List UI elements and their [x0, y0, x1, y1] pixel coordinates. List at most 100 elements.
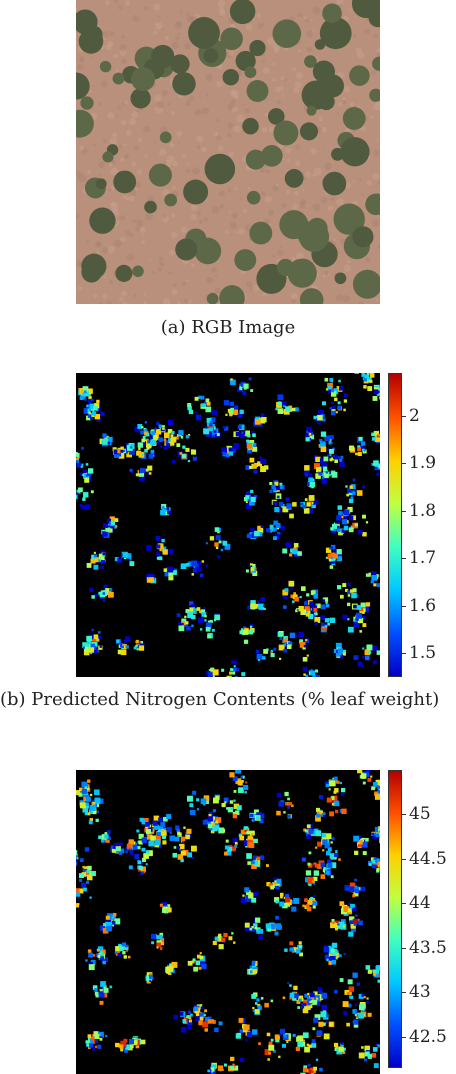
heatmap-pixel	[102, 960, 106, 965]
heatmap-pixel	[327, 454, 330, 457]
heatmap-pixel	[272, 1049, 276, 1053]
soil-texture	[231, 90, 239, 98]
soil-texture	[318, 116, 324, 122]
heatmap-pixel	[337, 585, 342, 590]
soil-texture	[190, 214, 197, 220]
heatmap-pixel	[338, 1046, 344, 1052]
soil-texture	[247, 186, 251, 191]
soil-texture	[280, 76, 285, 81]
heatmap-pixel	[359, 630, 363, 633]
soil-texture	[170, 111, 175, 116]
heatmap-pixel	[291, 906, 297, 912]
heatmap-pixel	[314, 617, 321, 623]
heatmap-pixel	[289, 947, 294, 952]
soil-texture	[185, 169, 191, 174]
heatmap-pixel	[361, 841, 368, 848]
heatmap-pixel	[204, 1009, 207, 1013]
heatmap-pixel	[147, 444, 152, 449]
heatmap-pixel	[318, 990, 323, 995]
heatmap-pixel	[156, 421, 160, 426]
heatmap-pixel	[250, 528, 255, 533]
heatmap-pixel	[266, 1032, 271, 1037]
heatmap-pixel	[207, 816, 213, 822]
heatmap-pixel	[227, 408, 232, 413]
heatmap-pixel	[257, 1005, 262, 1010]
heatmap-pixel	[351, 515, 357, 521]
heatmap-pixel	[250, 970, 254, 974]
heatmap-pixel	[372, 864, 377, 869]
soil-texture	[131, 111, 139, 118]
soil-texture	[342, 295, 350, 303]
heatmap-pixel	[207, 823, 213, 829]
heatmap-pixel	[328, 473, 331, 477]
tree-canopy	[273, 120, 299, 146]
soil-texture	[227, 122, 234, 129]
heatmap-pixel	[374, 466, 378, 470]
soil-texture	[134, 181, 142, 188]
heatmap-pixel	[313, 594, 319, 599]
heatmap-pixel	[306, 430, 309, 433]
heatmap-pixel	[94, 789, 100, 795]
heatmap-pixel	[224, 543, 231, 550]
heatmap-pixel	[355, 1016, 359, 1019]
heatmap-pixel	[141, 857, 147, 862]
soil-texture	[153, 3, 161, 11]
tree-canopy	[246, 190, 261, 205]
heatmap-pixel	[201, 560, 205, 563]
heatmap-pixel	[364, 1058, 368, 1062]
heatmap-pixel	[288, 553, 293, 557]
soil-texture	[106, 300, 112, 304]
heatmap-pixel	[320, 1011, 327, 1018]
heatmap-pixel	[163, 827, 167, 831]
heatmap-pixel	[297, 551, 302, 556]
soil-texture	[90, 55, 93, 59]
soil-texture	[265, 169, 271, 174]
soil-texture	[219, 15, 222, 18]
heatmap-pixel	[93, 1038, 98, 1043]
soil-texture	[135, 226, 141, 232]
heatmap-pixel	[238, 833, 243, 838]
heatmap-pixel	[282, 594, 287, 599]
heatmap-pixel	[364, 649, 371, 656]
heatmap-pixel	[225, 413, 228, 416]
soil-texture	[181, 154, 187, 159]
soil-texture	[216, 80, 223, 88]
heatmap-pixel	[327, 382, 333, 389]
caption-a: (a) RGB Image	[160, 317, 296, 338]
soil-texture	[213, 131, 219, 137]
heatmap-pixel	[252, 446, 258, 452]
heatmap-pixel	[306, 824, 311, 829]
soil-texture	[117, 105, 121, 110]
heatmap-pixel	[92, 802, 98, 807]
heatmap-pixel	[107, 523, 110, 526]
soil-texture	[338, 101, 343, 107]
heatmap-pixel	[239, 1029, 244, 1033]
heatmap-pixel	[294, 596, 299, 602]
heatmap-pixel	[150, 439, 156, 446]
heatmap-pixel	[312, 1070, 316, 1074]
tree-canopy	[369, 88, 380, 102]
soil-texture	[219, 203, 225, 209]
heatmap-pixel	[155, 428, 162, 435]
heatmap-pixel	[279, 892, 284, 897]
heatmap-pixel	[275, 915, 280, 920]
heatmap-pixel	[122, 552, 128, 558]
heatmap-pixel	[98, 798, 104, 804]
heatmap-pixel	[306, 834, 311, 839]
heatmap-pixel	[178, 848, 182, 852]
tree-canopy	[242, 117, 259, 135]
soil-texture	[102, 138, 108, 144]
heatmap-pixel	[180, 836, 186, 842]
heatmap-pixel	[358, 993, 364, 999]
heatmap-pixel	[145, 850, 150, 855]
heatmap-pixel	[354, 1003, 358, 1006]
heatmap-pixel	[353, 618, 357, 622]
heatmap-pixel	[240, 381, 246, 387]
heatmap-pixel	[137, 860, 142, 865]
heatmap-pixel	[163, 432, 170, 439]
heatmap-pixel	[205, 406, 212, 413]
heatmap-pixel	[96, 810, 100, 813]
heatmap-pixel	[343, 399, 348, 403]
heatmap-pixel	[266, 527, 271, 533]
soil-texture	[262, 292, 267, 297]
